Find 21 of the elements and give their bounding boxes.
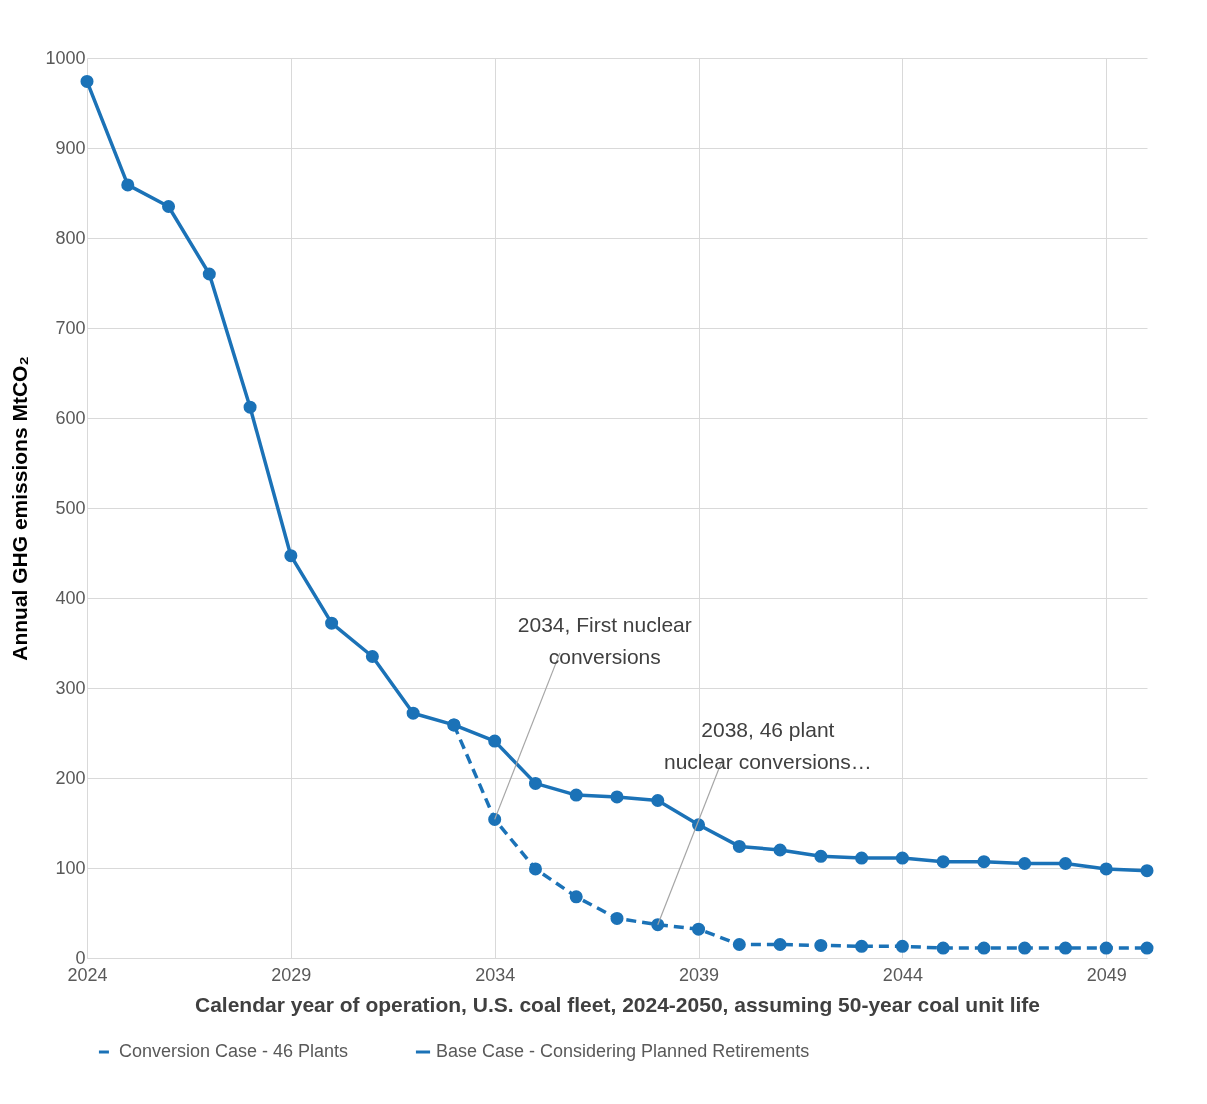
x-tick-label: 2039 (679, 964, 720, 985)
x-tick-label: 2029 (271, 964, 312, 985)
annotation: 2034, First nuclear conversions (517, 612, 692, 668)
y-tick-label: 400 (55, 587, 86, 608)
y-tick-label: 100 (55, 857, 86, 878)
legend-label: Base Case - Considering Planned Retirements (436, 1041, 810, 1061)
y-tick-label: 1000 (45, 47, 86, 68)
legend-label: Conversion Case - 46 Plants (119, 1041, 349, 1061)
y-tick-label: 800 (55, 227, 86, 248)
y-tick-label: 300 (55, 677, 86, 698)
y-tick-label: 200 (55, 767, 86, 788)
y-tick-label: 900 (55, 137, 86, 158)
x-axis-title: Calendar year of operation, U.S. coal fleet, 2024-2050, assuming 50-year coal unit life (195, 992, 1040, 1016)
annotation: 2038, 46 plant nuclear conversions… (663, 718, 872, 774)
x-tick-label: 2049 (1086, 964, 1127, 985)
y-tick-label: 500 (55, 497, 86, 518)
y-axis-title: Annual GHG emissions MtCO₂ (8, 356, 32, 661)
y-tick-label: 700 (55, 317, 86, 338)
x-tick-label: 2034 (475, 964, 516, 985)
y-tick-label: 600 (55, 407, 86, 428)
x-tick-label: 2044 (882, 964, 923, 985)
